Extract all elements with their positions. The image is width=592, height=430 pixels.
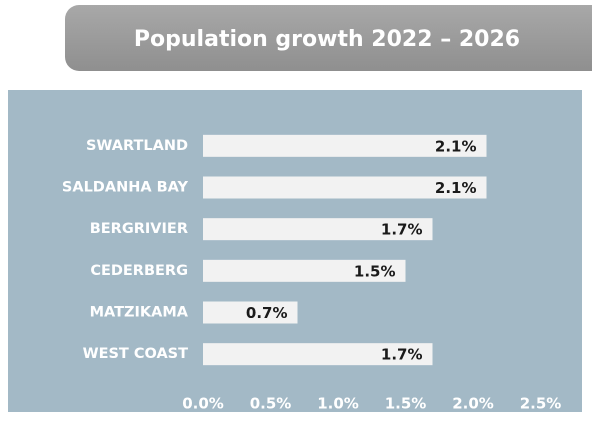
bar — [203, 343, 433, 366]
bar — [203, 259, 406, 282]
y-tick-label: CEDERBERG — [90, 263, 188, 279]
chart-title: Population growth 2022 – 2026 — [134, 27, 520, 52]
value-label: 1.5% — [354, 262, 396, 280]
y-tick-label: WEST COAST — [83, 346, 189, 362]
x-tick-label: 0.0% — [182, 395, 224, 413]
x-tick-label: 2.5% — [520, 395, 562, 413]
value-label: 1.7% — [381, 221, 423, 239]
bar — [203, 176, 487, 199]
x-tick-label: 0.5% — [250, 395, 292, 413]
y-tick-label: SALDANHA BAY — [62, 180, 189, 196]
y-tick-label: MATZIKAMA — [90, 305, 189, 321]
x-tick-label: 1.5% — [385, 395, 427, 413]
value-label: 2.1% — [435, 137, 477, 155]
y-tick-label: BERGRIVIER — [90, 221, 188, 237]
bar — [203, 134, 487, 157]
title-box — [65, 5, 592, 71]
bar — [203, 218, 433, 241]
value-label: 0.7% — [246, 304, 288, 322]
y-tick-label: SWARTLAND — [86, 138, 188, 154]
bar — [203, 301, 298, 324]
x-tick-label: 2.0% — [452, 395, 494, 413]
value-label: 2.1% — [435, 179, 477, 197]
x-tick-label: 1.0% — [317, 395, 359, 413]
value-label: 1.7% — [381, 346, 423, 364]
